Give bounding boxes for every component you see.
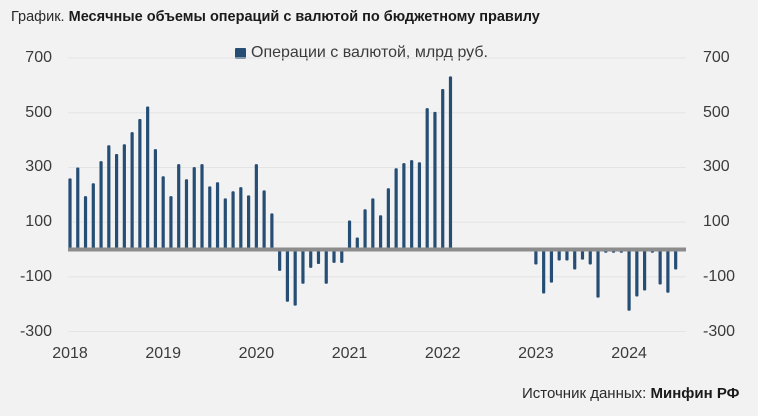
bar [130, 132, 134, 250]
y-tick-label-left: 100 [25, 213, 52, 231]
bar-series [68, 76, 678, 311]
x-tick-label: 2024 [611, 345, 647, 362]
bar [285, 249, 290, 302]
y-tick-label-right: 700 [703, 49, 730, 67]
chart-title-prefix: График. [11, 9, 65, 25]
bar [573, 249, 577, 270]
x-tick-label: 2019 [145, 345, 181, 362]
bar [239, 187, 243, 250]
bar [301, 249, 305, 284]
bar [666, 249, 670, 293]
bar [177, 164, 181, 250]
y-tick-label-right: -100 [703, 267, 736, 285]
y-tick-label-right: 300 [703, 158, 730, 176]
x-tick-label: 2020 [238, 345, 275, 362]
bar [580, 249, 585, 260]
bar [76, 167, 80, 250]
bar [565, 249, 569, 261]
bar [208, 186, 212, 250]
bar [153, 149, 158, 250]
y-tick-label-right: -300 [703, 322, 736, 340]
bar [270, 213, 274, 250]
bar [588, 249, 592, 265]
bar [402, 163, 406, 250]
bar [161, 176, 165, 250]
bar [278, 249, 282, 271]
data-source-note: Источник данных: Минфин РФ [522, 385, 739, 402]
y-tick-label-left: 500 [25, 103, 52, 121]
x-tick-label: 2022 [424, 345, 461, 362]
bar [122, 144, 126, 250]
x-tick-label: 2023 [518, 345, 554, 362]
bar [68, 178, 72, 250]
bar [534, 249, 538, 265]
bar [146, 106, 150, 250]
bar [658, 249, 662, 285]
bar [363, 209, 367, 250]
bar [549, 249, 554, 283]
bar [643, 249, 647, 291]
chart-title-main: Месячные объемы операций с валютой по бю… [68, 9, 540, 25]
bar [410, 160, 414, 250]
y-tick-label-left: -100 [19, 267, 52, 285]
bar [340, 249, 344, 263]
chart-title: График. Месячные объемы операций с валют… [11, 9, 540, 25]
bar [169, 196, 173, 250]
y-tick-label-left: -300 [19, 322, 52, 340]
bar [542, 249, 546, 294]
source-org: Минфин РФ [650, 385, 740, 402]
bar [448, 76, 453, 250]
bar [371, 198, 375, 250]
y-tick-label-right: 500 [703, 103, 730, 121]
bar [674, 249, 678, 270]
bar [107, 145, 111, 250]
bar [433, 111, 437, 250]
bar [184, 179, 189, 250]
bar [417, 162, 422, 250]
chart-legend: Операции с валютой, млрд руб. [235, 44, 488, 62]
bar [425, 108, 429, 250]
x-tick-label: 2021 [331, 345, 368, 362]
bar [293, 249, 297, 306]
bar [635, 249, 639, 297]
y-tick-label-left: 700 [25, 49, 52, 67]
gridlines [68, 57, 686, 333]
bar [138, 119, 142, 250]
bar [192, 167, 196, 250]
bar [200, 164, 204, 250]
bar [441, 88, 445, 250]
bar [99, 161, 103, 250]
source-prefix: Источник данных: [522, 385, 647, 402]
bar [324, 249, 328, 284]
bar [627, 249, 631, 311]
legend-swatch-icon [235, 47, 246, 59]
bar [394, 168, 398, 250]
bar [114, 154, 119, 250]
bar [355, 237, 359, 250]
bar [379, 215, 383, 250]
bar [557, 249, 561, 261]
bar [596, 249, 600, 298]
bar [309, 249, 313, 268]
bar [247, 195, 251, 250]
x-tick-label: 2018 [52, 345, 88, 362]
bar [347, 220, 352, 250]
bar [386, 188, 390, 250]
bar [215, 182, 220, 250]
legend-label: Операции с валютой, млрд руб. [251, 44, 488, 61]
bar [262, 190, 266, 250]
bar [91, 183, 95, 250]
y-tick-label-left: 300 [25, 158, 52, 176]
bar [231, 191, 235, 250]
bar [83, 196, 88, 250]
bar [316, 249, 321, 264]
bar [332, 249, 336, 263]
bar [254, 164, 258, 250]
y-tick-label-right: 100 [703, 213, 730, 231]
bar [223, 198, 227, 250]
